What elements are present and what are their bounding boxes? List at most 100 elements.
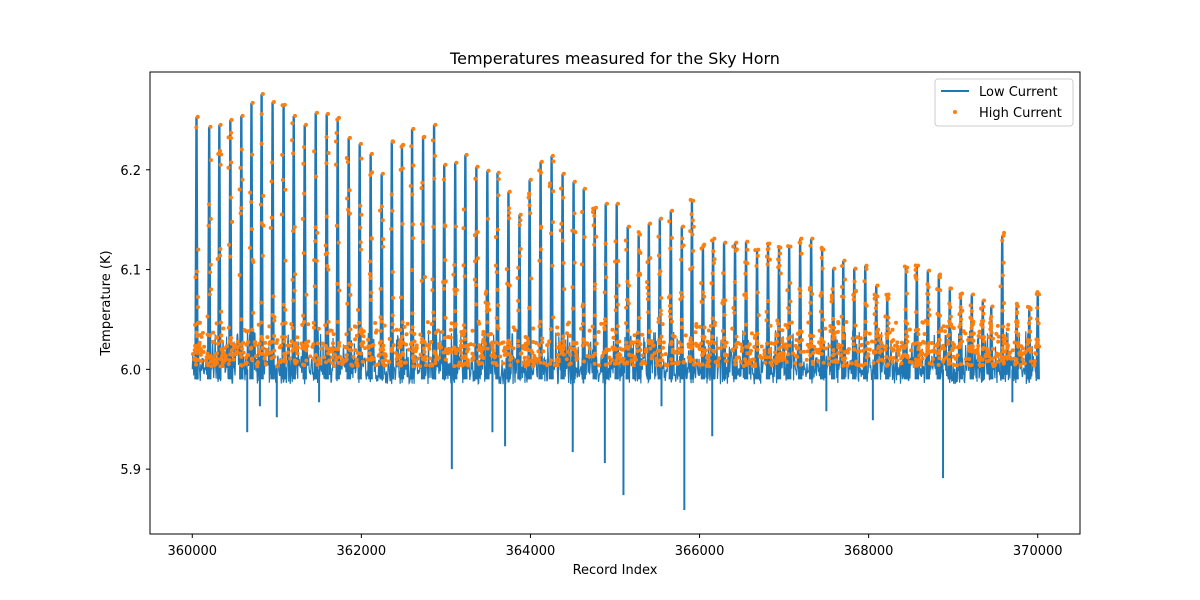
high-current-point: [211, 330, 216, 335]
high-current-point: [922, 332, 927, 337]
high-current-point: [443, 258, 448, 263]
high-current-point: [211, 340, 216, 345]
high-current-point: [661, 345, 666, 350]
high-current-point: [1001, 260, 1006, 265]
high-current-point: [969, 337, 974, 342]
high-current-point: [484, 309, 489, 314]
high-current-point: [400, 320, 405, 325]
high-current-point: [872, 296, 877, 301]
high-current-point: [416, 356, 421, 361]
high-current-point: [841, 333, 846, 338]
high-current-point: [975, 347, 980, 352]
high-current-point: [398, 359, 403, 364]
high-current-point: [282, 102, 287, 107]
high-current-point: [571, 341, 576, 346]
high-current-point: [676, 346, 681, 351]
high-current-point: [1000, 308, 1005, 313]
high-current-point: [647, 330, 652, 335]
high-current-point: [592, 282, 597, 287]
high-current-point: [400, 166, 405, 171]
high-current-point: [875, 333, 880, 338]
high-current-point: [218, 162, 223, 167]
high-current-point: [673, 360, 678, 365]
high-current-point: [668, 246, 673, 251]
high-current-point: [283, 320, 288, 325]
high-current-point: [323, 360, 328, 365]
high-current-point: [452, 364, 457, 369]
high-current-point: [632, 355, 637, 360]
high-current-point: [485, 320, 490, 325]
high-current-point: [840, 284, 845, 289]
high-current-point: [842, 360, 847, 365]
high-current-point: [768, 360, 773, 365]
high-current-point: [424, 363, 429, 368]
high-current-point: [734, 334, 739, 339]
high-current-point: [830, 287, 835, 292]
y-axis: 5.9 6.0 6.1 6.2: [120, 164, 150, 478]
high-current-point: [886, 326, 891, 331]
high-current-point: [969, 309, 974, 314]
high-current-point: [523, 364, 528, 369]
high-current-point: [319, 346, 324, 351]
high-current-point: [810, 291, 815, 296]
x-tick-label: 360000: [167, 544, 217, 559]
high-current-point: [422, 274, 427, 279]
high-current-point: [454, 288, 459, 293]
high-current-point: [671, 333, 676, 338]
high-current-point: [668, 314, 673, 319]
high-current-point: [377, 341, 382, 345]
high-current-point: [707, 341, 712, 346]
high-current-point: [259, 351, 264, 356]
high-current-point: [752, 345, 757, 350]
high-current-point: [660, 322, 665, 327]
low-current-spike-57: [808, 238, 814, 380]
high-current-point: [347, 135, 352, 140]
high-current-point: [852, 279, 857, 284]
high-current-point: [261, 346, 266, 351]
high-current-point: [697, 346, 702, 351]
high-current-point: [711, 249, 716, 254]
high-current-point: [663, 352, 668, 357]
high-current-point: [291, 229, 296, 234]
high-current-point: [970, 332, 975, 337]
high-current-point: [774, 361, 779, 366]
high-current-point: [390, 322, 395, 327]
high-current-point: [257, 341, 262, 346]
high-current-point: [785, 288, 790, 293]
high-current-point: [786, 305, 791, 310]
high-current-point: [970, 346, 975, 351]
high-current-point: [886, 321, 891, 326]
high-current-point: [219, 152, 224, 157]
high-current-point: [767, 257, 772, 262]
high-current-point: [764, 309, 769, 314]
high-current-point: [980, 324, 985, 329]
high-current-point: [271, 294, 276, 299]
high-current-point: [479, 355, 484, 360]
high-current-point: [542, 361, 547, 366]
high-current-point: [466, 363, 471, 368]
high-current-point: [481, 332, 486, 337]
high-current-point: [401, 352, 405, 357]
high-current-point: [461, 332, 466, 337]
high-current-point: [644, 349, 649, 354]
high-current-point: [610, 358, 615, 362]
high-current-point: [1000, 273, 1005, 278]
high-current-point: [983, 354, 988, 359]
high-current-point: [561, 338, 566, 343]
high-current-point: [958, 295, 963, 300]
high-current-point: [537, 168, 542, 173]
high-current-point: [817, 340, 822, 345]
high-current-point: [530, 364, 535, 369]
high-current-point: [239, 346, 244, 351]
high-current-point: [538, 353, 543, 358]
high-current-point: [732, 310, 737, 315]
high-current-point: [1019, 352, 1024, 357]
high-current-point: [381, 347, 386, 352]
high-current-point: [238, 165, 243, 170]
high-current-point: [260, 253, 265, 258]
high-current-point: [239, 317, 244, 322]
high-current-point: [793, 361, 798, 366]
high-current-point: [572, 179, 577, 184]
high-current-point: [765, 355, 770, 360]
high-current-point: [555, 325, 560, 330]
